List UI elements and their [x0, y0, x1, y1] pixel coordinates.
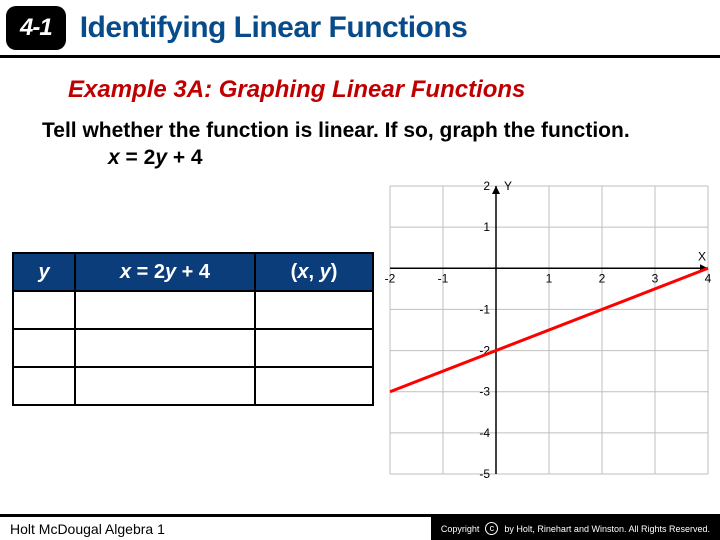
table-header-row: y x = 2y + 4 (x, y): [13, 253, 373, 291]
copyright-label: Copyright: [441, 524, 480, 534]
svg-text:Y: Y: [504, 180, 512, 193]
table-col-y: y: [13, 253, 75, 291]
table-cell: [13, 329, 75, 367]
lesson-title: Identifying Linear Functions: [80, 11, 468, 45]
svg-text:-3: -3: [479, 385, 490, 399]
table-cell: [75, 291, 255, 329]
table-cell: [75, 367, 255, 405]
svg-text:-2: -2: [385, 271, 396, 285]
example-instruction: Tell whether the function is linear. If …: [42, 118, 680, 144]
table-cell: [255, 367, 373, 405]
svg-text:-4: -4: [479, 426, 490, 440]
table-cell: [75, 329, 255, 367]
table-cell: [13, 367, 75, 405]
svg-text:3: 3: [652, 271, 659, 285]
example-equation: x = 2y + 4: [108, 146, 720, 170]
copyright-text: by Holt, Rinehart and Winston. All Right…: [504, 524, 710, 534]
table-cell: [13, 291, 75, 329]
svg-text:2: 2: [599, 271, 606, 285]
coordinate-graph: XY-2-11234-5-4-3-2-112: [384, 180, 714, 480]
svg-text:X: X: [698, 249, 706, 263]
lesson-number-badge: 4-1: [6, 6, 66, 50]
table-row: [13, 291, 373, 329]
function-table: y x = 2y + 4 (x, y): [12, 252, 374, 406]
table-row: [13, 367, 373, 405]
table-col-equation: x = 2y + 4: [75, 253, 255, 291]
table-row: [13, 329, 373, 367]
page-footer: Holt McDougal Algebra 1 Copyright c by H…: [0, 514, 720, 540]
svg-text:-1: -1: [438, 271, 449, 285]
footer-textbook: Holt McDougal Algebra 1: [10, 521, 165, 537]
table-cell: [255, 329, 373, 367]
copyright-icon: c: [485, 522, 498, 535]
table-cell: [255, 291, 373, 329]
svg-text:2: 2: [483, 180, 490, 193]
svg-text:4: 4: [705, 271, 712, 285]
svg-text:-5: -5: [479, 467, 490, 480]
footer-copyright: Copyright c by Holt, Rinehart and Winsto…: [431, 517, 720, 540]
svg-text:-1: -1: [479, 302, 490, 316]
svg-text:1: 1: [546, 271, 553, 285]
example-title: Example 3A: Graphing Linear Functions: [68, 76, 720, 104]
svg-text:1: 1: [483, 220, 490, 234]
table-col-xy: (x, y): [255, 253, 373, 291]
lesson-header: 4-1 Identifying Linear Functions: [0, 0, 720, 58]
